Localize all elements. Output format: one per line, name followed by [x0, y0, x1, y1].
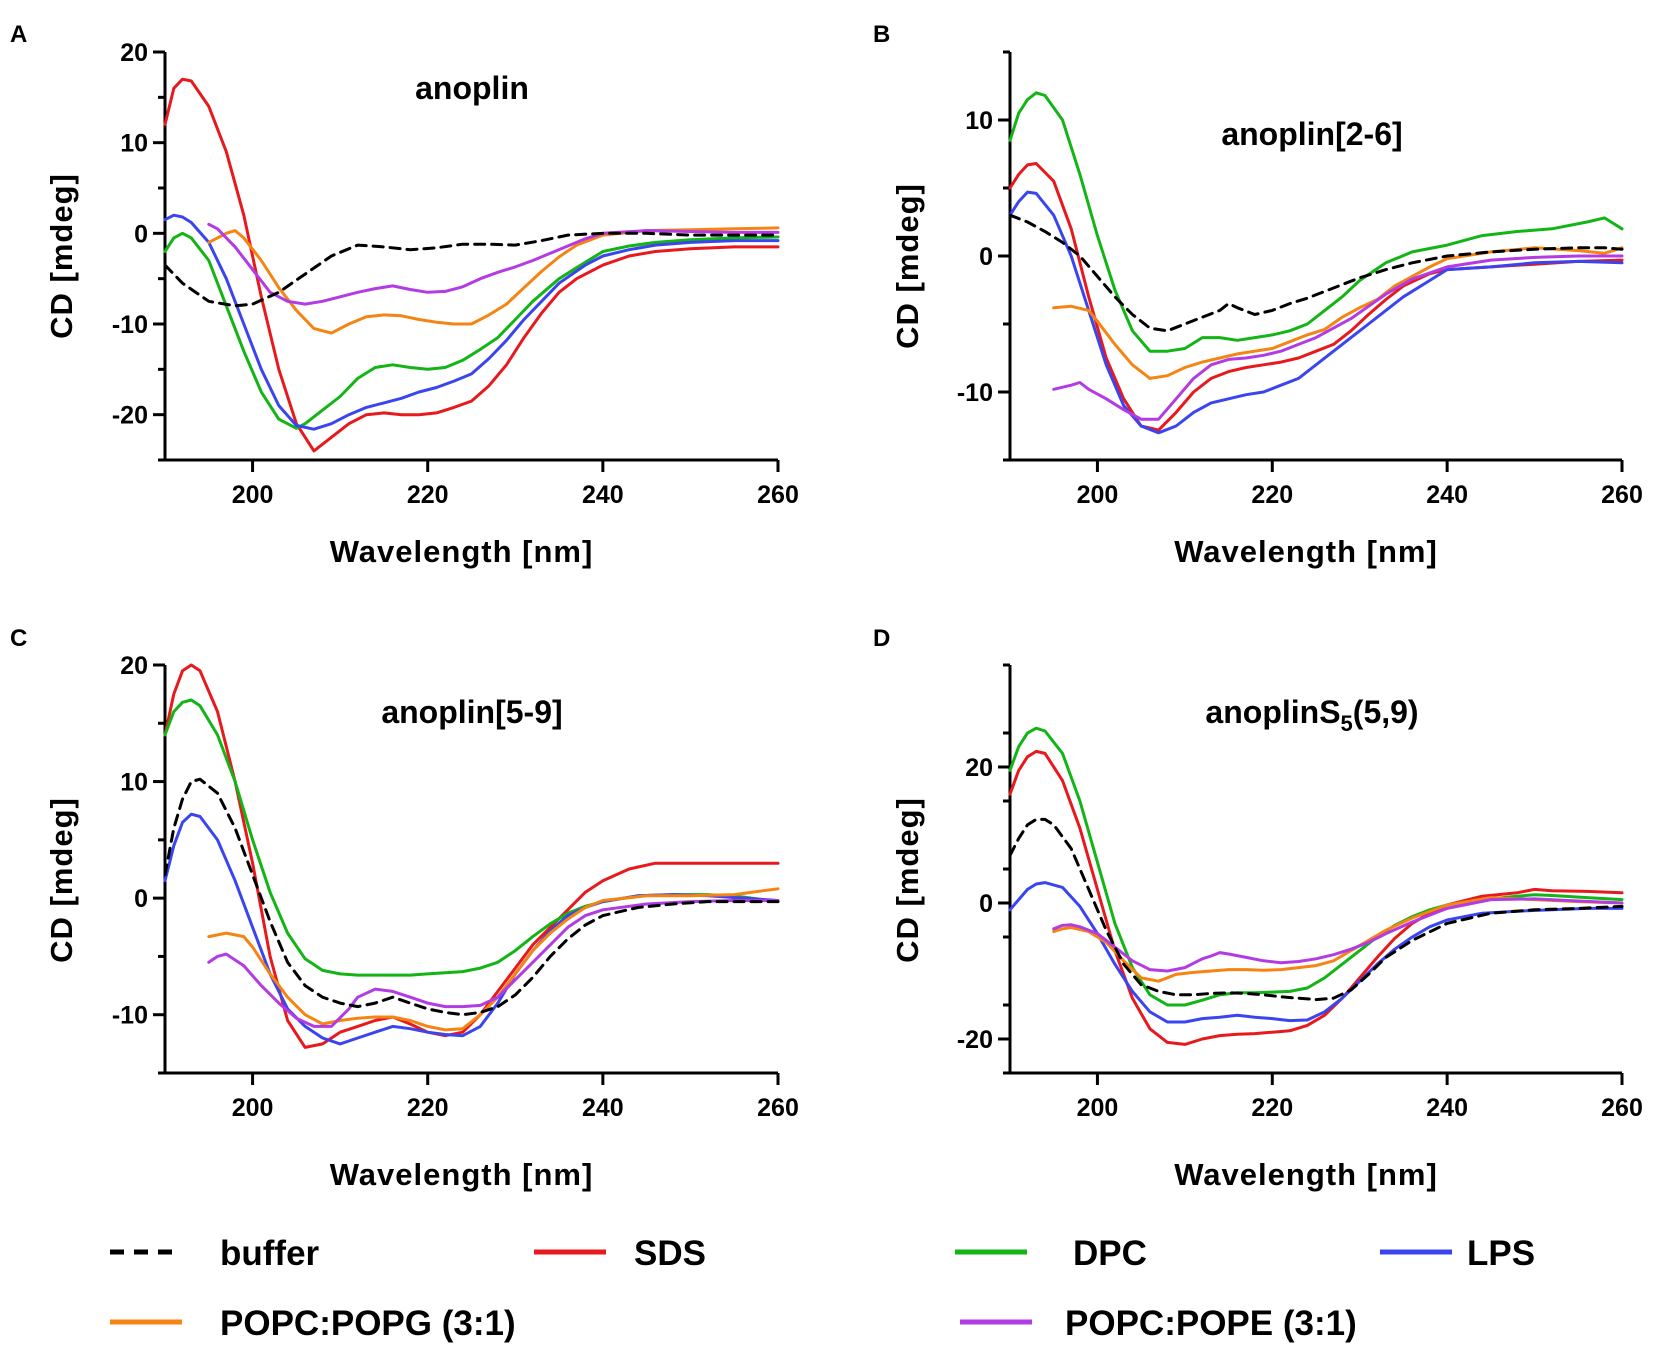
y-axis-label: CD [mdeg] — [44, 173, 79, 339]
series-line-dpc — [1008, 91, 1624, 353]
x-tick-label: 220 — [407, 481, 449, 509]
series-line-lps — [1008, 881, 1624, 1024]
series-line-popc-pope-3-1 — [207, 899, 780, 1028]
legend-item: LPS — [1380, 1234, 1535, 1273]
x-tick-label: 200 — [1077, 1094, 1119, 1122]
y-tick-label: 20 — [120, 652, 148, 680]
legend-label: POPC:POPG (3:1) — [220, 1304, 516, 1343]
y-tick-label: -10 — [112, 311, 148, 339]
x-tick-label: 200 — [1077, 481, 1119, 509]
y-tick-label: 20 — [120, 39, 148, 67]
panel-letter: C — [10, 625, 27, 652]
x-tick-label: 240 — [1426, 1094, 1468, 1122]
series-line-sds — [163, 77, 780, 453]
y-axis-label: CD [mdeg] — [890, 183, 925, 349]
series-line-sds — [1008, 162, 1624, 432]
legend-item: POPC:POPG (3:1) — [110, 1304, 516, 1343]
x-axis-label: Wavelength [nm] — [330, 534, 594, 569]
series-line-popc-pope-3-1 — [1052, 254, 1624, 421]
y-tick-label: -20 — [112, 402, 148, 430]
legend-label: buffer — [220, 1234, 320, 1273]
y-tick-label: 0 — [134, 220, 148, 248]
y-tick-label: 0 — [134, 885, 148, 913]
y-tick-label: -20 — [957, 1026, 993, 1054]
series-line-popc-popg-3-1 — [207, 887, 780, 1032]
legend-label: POPC:POPE (3:1) — [1065, 1304, 1357, 1343]
y-axis-label: CD [mdeg] — [44, 797, 79, 963]
series-line-popc-popg-3-1 — [1052, 896, 1624, 983]
y-tick-label: 0 — [979, 243, 993, 271]
legend-item: buffer — [110, 1234, 320, 1273]
y-tick-label: -10 — [112, 1002, 148, 1030]
x-tick-label: 200 — [232, 1094, 274, 1122]
x-tick-label: 260 — [1601, 481, 1643, 509]
series-line-popc-pope-3-1 — [1052, 897, 1624, 973]
y-axis-label: CD [mdeg] — [890, 797, 925, 963]
series-line-popc-popg-3-1 — [1052, 246, 1624, 380]
x-axis-label: Wavelength [nm] — [1174, 534, 1438, 569]
legend-item: SDS — [534, 1234, 706, 1273]
series-line-popc-popg-3-1 — [207, 226, 780, 335]
x-tick-label: 260 — [757, 481, 799, 509]
series-line-lps — [163, 213, 780, 431]
x-tick-label: 220 — [407, 1094, 449, 1122]
x-tick-label: 260 — [1601, 1094, 1643, 1122]
y-tick-label: 10 — [965, 107, 993, 135]
legend: buffer SDS DPC LPS POPC:POPG (3:1) POPC:POPE … — [110, 1234, 1535, 1343]
chart-title: anoplin — [415, 70, 529, 106]
chart-title: anoplinS5(5,9) — [1205, 694, 1418, 736]
series-line-dpc — [1008, 726, 1624, 1007]
panel-letter: A — [10, 21, 27, 48]
series-line-lps — [1008, 190, 1624, 435]
chart-title: anoplin[2-6] — [1221, 116, 1402, 152]
x-axis-label: Wavelength [nm] — [330, 1157, 594, 1192]
x-tick-label: 240 — [1426, 481, 1468, 509]
y-tick-label: 10 — [120, 769, 148, 797]
x-tick-label: 260 — [757, 1094, 799, 1122]
series-line-dpc — [163, 231, 780, 430]
y-tick-label: 20 — [965, 754, 993, 782]
series-line-dpc — [163, 698, 780, 977]
legend-item: POPC:POPE (3:1) — [960, 1304, 1357, 1343]
x-tick-label: 240 — [582, 1094, 624, 1122]
series-line-buffer — [1008, 213, 1624, 333]
y-tick-label: 0 — [979, 890, 993, 918]
x-tick-label: 220 — [1251, 1094, 1293, 1122]
legend-label: DPC — [1073, 1234, 1147, 1273]
x-tick-label: 200 — [232, 481, 274, 509]
panel-letter: B — [873, 21, 890, 48]
x-tick-label: 240 — [582, 481, 624, 509]
legend-label: SDS — [634, 1234, 706, 1273]
chart-title: anoplin[5-9] — [381, 694, 562, 730]
y-tick-label: -10 — [957, 379, 993, 407]
series-line-buffer — [163, 777, 780, 1017]
x-axis-label: Wavelength [nm] — [1174, 1157, 1438, 1192]
series-line-popc-pope-3-1 — [207, 222, 780, 306]
series-line-sds — [163, 663, 780, 1049]
x-tick-label: 220 — [1251, 481, 1293, 509]
legend-item: DPC — [955, 1234, 1147, 1273]
panel-letter: D — [873, 625, 890, 652]
y-tick-label: 10 — [120, 130, 148, 158]
series-line-buffer — [163, 231, 780, 308]
legend-label: LPS — [1467, 1234, 1535, 1273]
